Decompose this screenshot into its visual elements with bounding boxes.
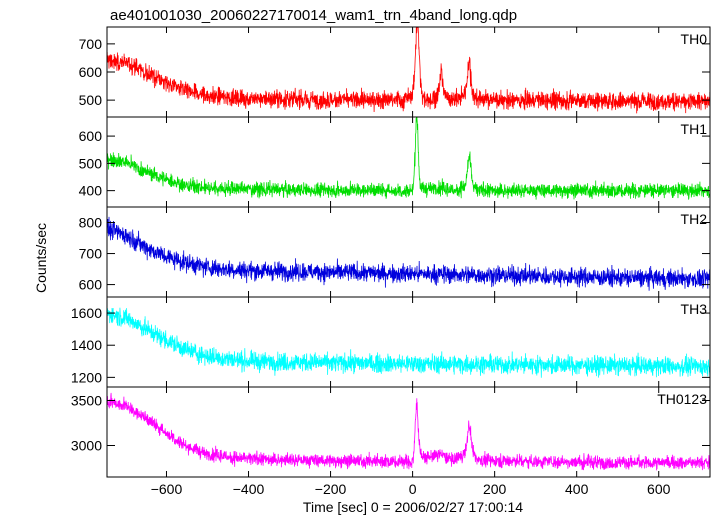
y-tick-label: 400 [79,183,103,199]
x-tick-label: −200 [315,481,347,497]
x-tick-label: −600 [151,481,183,497]
y-tick-label: 600 [79,277,103,293]
y-tick-label: 600 [79,64,103,80]
panel-label: TH3 [681,301,708,317]
panel-th0123: TH0123 3000 3500 [71,386,711,478]
panel-label: TH2 [681,211,708,227]
series-line-th2 [107,216,710,291]
panel-label: TH0123 [657,391,707,407]
x-tick-label: 200 [483,481,507,497]
x-tick-label: −400 [233,481,265,497]
y-tick-label: 600 [79,128,103,144]
y-axis-label: Counts/sec [33,223,49,293]
x-tick-label: 0 [409,481,417,497]
y-tick-label: 1200 [71,369,102,385]
panel-label: TH1 [681,121,708,137]
series-line-th0123 [107,392,710,471]
y-tick-label: 1400 [71,337,102,353]
x-axis-label: Time [sec] 0 = 2006/02/27 17:00:14 [303,499,523,515]
series-line-th0 [107,27,710,114]
panel-th2: TH2 600 700 800 [79,206,711,298]
y-tick-label: 1600 [71,305,102,321]
y-tick-label: 700 [79,246,103,262]
series-line-th3 [107,307,710,378]
y-tick-label: 3000 [71,438,102,454]
panel-th3: TH3 1200 1400 1600 [71,296,711,388]
panels-group: TH0 500 600 700 TH1 400 500 600 TH2 600 700 800 TH3 1… [71,26,711,497]
panel-frame [106,386,711,478]
panel-frame [106,296,711,388]
y-tick-label: 3500 [71,393,102,409]
chart-title: ae401001030_20060227170014_wam1_trn_4ban… [110,7,517,24]
x-tick-label: 600 [647,481,671,497]
y-tick-label: 500 [79,155,103,171]
series-line-th1 [107,117,710,200]
y-tick-label: 800 [79,215,103,231]
panel-th1: TH1 400 500 600 [79,116,711,208]
panel-th0: TH0 500 600 700 [79,26,711,118]
panel-label: TH0 [681,31,708,47]
y-tick-label: 500 [79,92,103,108]
x-tick-label: 400 [565,481,589,497]
y-tick-label: 700 [79,36,103,52]
